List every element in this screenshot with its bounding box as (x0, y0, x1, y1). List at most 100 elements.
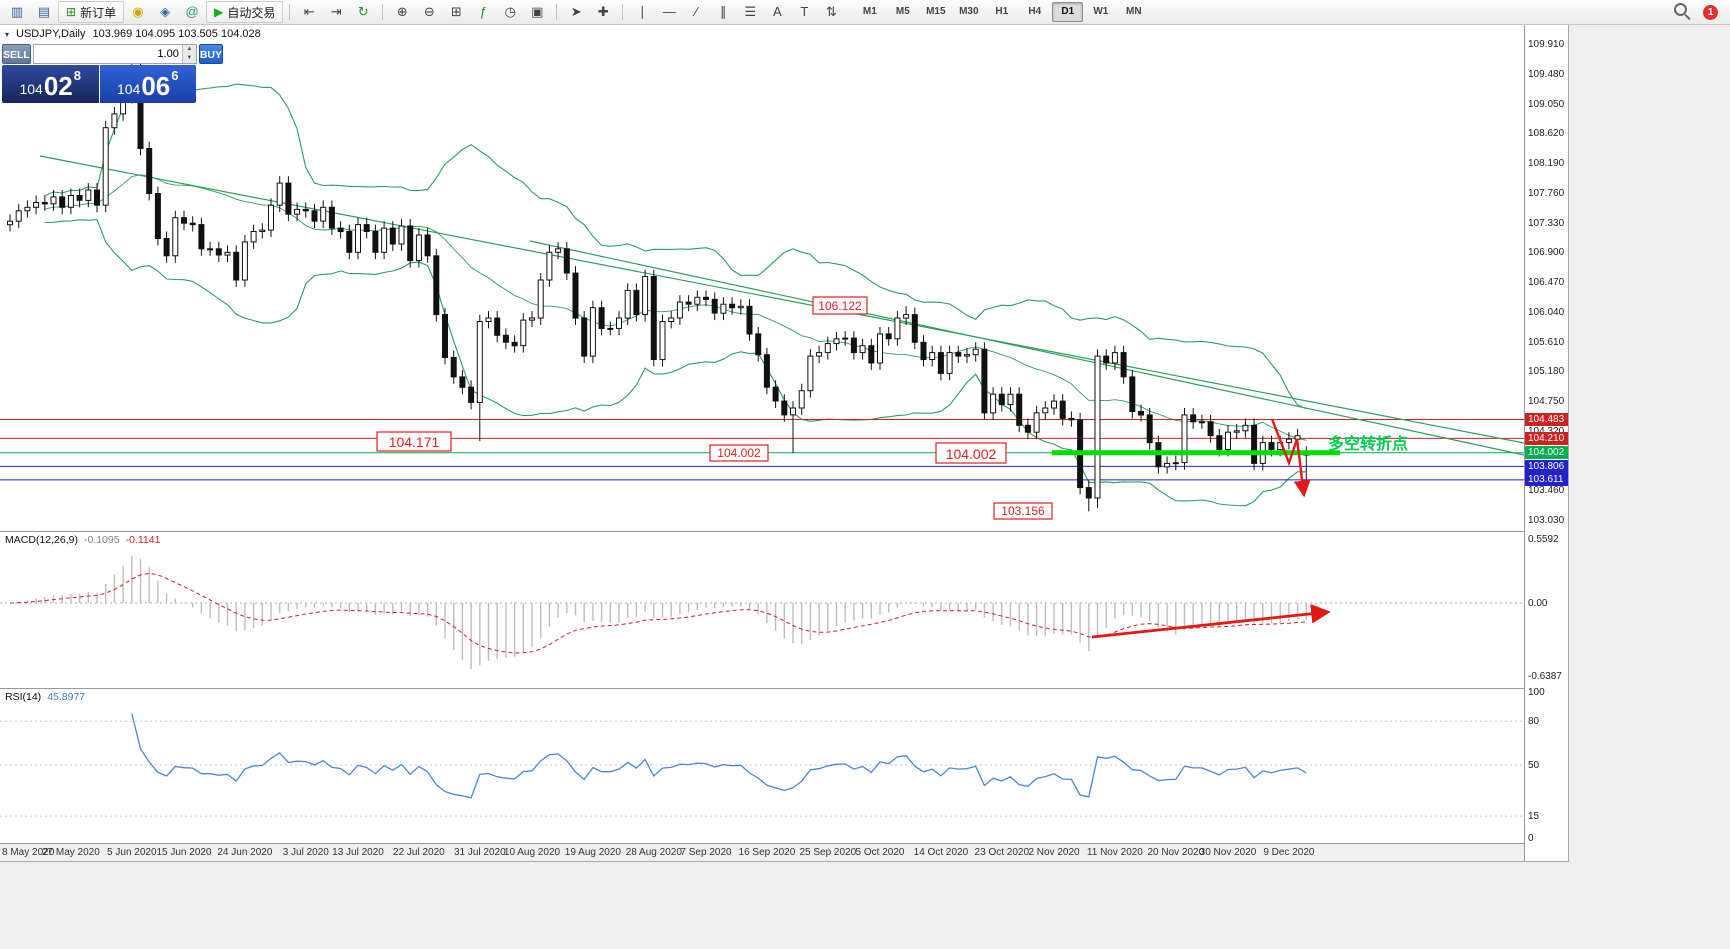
macd-trend-arrow[interactable] (1091, 604, 1331, 639)
profiles-icon[interactable]: ▤ (31, 1, 57, 23)
price-axis-label: 109.480 (1528, 68, 1565, 80)
date-axis-label: 27 May 2020 (41, 847, 100, 858)
svg-text:103.156: 103.156 (1001, 504, 1045, 518)
arrows-icon-glyph: ⇅ (825, 4, 837, 19)
rsi-header: RSI(14) 45.8977 (5, 691, 85, 703)
price-tag: 104.483 (1525, 413, 1568, 427)
zoom-in-icon[interactable]: ⊕ (389, 1, 415, 23)
horizontal-line-icon[interactable]: — (656, 1, 682, 23)
price-axis-label: 103.460 (1528, 485, 1565, 497)
scroll-left-icon[interactable]: ⇤ (296, 1, 322, 23)
price-axis-label: 106.900 (1528, 247, 1565, 259)
chart-title: ▾ USDJPY,Daily 103.969 104.095 103.505 1… (5, 28, 261, 40)
timeframe-mn[interactable]: MN (1126, 6, 1142, 17)
price-axis-label: 106.040 (1528, 306, 1565, 318)
price-tag: 104.210 (1525, 431, 1568, 445)
zoom-out-icon[interactable]: ⊖ (416, 1, 442, 23)
sell-price-display[interactable]: 104 02 8 (2, 65, 99, 103)
auto-trading-button[interactable]: ▶ 自动交易 (206, 1, 284, 23)
price-callouts[interactable]: 106.122 104.171 104.002 104.002 103.156 (376, 296, 1053, 520)
volume-down-button[interactable]: ▼ (182, 54, 196, 63)
macd-panel[interactable] (0, 532, 1524, 688)
auto-scroll-icon[interactable]: ↻ (350, 1, 376, 23)
rsi-panel[interactable] (0, 689, 1524, 843)
tile-windows-icon-glyph: ⊞ (450, 4, 462, 19)
rsi-line (131, 713, 1307, 799)
price-tag: 104.002 (1525, 446, 1568, 460)
volume-input[interactable] (33, 45, 182, 63)
data-window-icon[interactable]: ◈ (152, 1, 178, 23)
price-axis-label: 107.760 (1528, 187, 1565, 199)
timeframe-m1[interactable]: M1 (862, 6, 877, 17)
date-axis-label: 3 Jul 2020 (282, 847, 329, 858)
indicators-icon[interactable]: ƒ (470, 1, 496, 23)
candlestick-chart[interactable]: 106.122 104.171 104.002 104.002 103.156 多空转折点 (0, 25, 1524, 531)
sell-button[interactable]: SELL (2, 44, 31, 64)
market-watch-icon-glyph: ◉ (132, 4, 144, 19)
tile-windows-icon[interactable]: ⊞ (443, 1, 469, 23)
date-axis-label: 11 Nov 2020 (1086, 847, 1143, 858)
price-tag: 103.806 (1525, 459, 1568, 473)
crosshair-icon[interactable]: ✚ (590, 1, 616, 23)
price-axis-label: 109.910 (1528, 39, 1565, 50)
new-order-button[interactable]: ⊞ 新订单 (58, 1, 125, 23)
market-watch-icon[interactable]: ◉ (125, 1, 151, 23)
new-chart-icon-glyph: ▥ (10, 4, 24, 19)
date-axis-label: 28 Aug 2020 (625, 847, 682, 858)
timeframe-w1[interactable]: W1 (1093, 6, 1109, 17)
timeframe-m15[interactable]: M15 (926, 6, 946, 17)
search-icon[interactable] (1667, 1, 1693, 23)
toolbar-separator (382, 4, 384, 20)
templates-icon[interactable]: ▣ (524, 1, 550, 23)
panel-splitter-macd[interactable] (0, 531, 1568, 532)
channel-icon[interactable]: ∥ (710, 1, 736, 23)
volume-up-button[interactable]: ▲ (182, 45, 196, 54)
date-axis-label: 16 Sep 2020 (738, 847, 796, 858)
timeframe-d1[interactable]: D1 (1052, 2, 1084, 22)
panel-splitter-rsi[interactable] (0, 688, 1568, 689)
turning-point-note[interactable]: 多空转折点 (1328, 434, 1408, 453)
price-axis-label: 106.470 (1528, 277, 1565, 289)
svg-text:104.171: 104.171 (389, 434, 440, 450)
date-axis-label: 14 Oct 2020 (913, 847, 969, 858)
price-axis-label: 108.190 (1528, 158, 1565, 170)
toolbar-separator (556, 4, 558, 20)
trendline-icon[interactable]: ∕ (683, 1, 709, 23)
scroll-right-icon[interactable]: ⇥ (323, 1, 349, 23)
new-order-glyph: ⊞ (66, 5, 77, 19)
periods-icon[interactable]: ◷ (497, 1, 523, 23)
price-axis-label: 105.180 (1528, 366, 1565, 378)
timeframe-h4[interactable]: H4 (1028, 6, 1042, 17)
buy-price-display[interactable]: 104 06 6 (99, 65, 196, 103)
macd-axis-label: 0.00 (1528, 598, 1548, 609)
fibonacci-icon[interactable]: ☰ (737, 1, 763, 23)
date-axis-label: 7 Sep 2020 (680, 847, 732, 858)
vertical-line-icon[interactable]: ∣ (629, 1, 655, 23)
timeframe-m30[interactable]: M30 (959, 6, 979, 17)
timeframe-m5[interactable]: M5 (895, 6, 910, 17)
navigator-icon[interactable]: @ (179, 1, 205, 23)
periods-icon-glyph: ◷ (504, 4, 516, 19)
cursor-icon-glyph: ➤ (570, 4, 582, 19)
price-forecast-arrow[interactable] (1270, 418, 1311, 498)
price-axis-label: 104.750 (1528, 396, 1565, 408)
buy-button[interactable]: BUY (198, 44, 224, 64)
date-axis-label: 13 Jul 2020 (332, 847, 384, 858)
one-click-toggle-icon[interactable]: ▾ (5, 29, 10, 39)
notifications-badge[interactable]: 1 (1703, 4, 1718, 20)
label-icon[interactable]: T (791, 1, 817, 23)
arrows-icon[interactable]: ⇅ (818, 1, 844, 23)
date-axis[interactable]: 8 May 2020 27 May 2020 5 Jun 2020 15 Jun 20… (0, 844, 1524, 861)
price-axis[interactable]: 109.910 109.480 109.050 108.620 108.190 107.7… (1524, 25, 1568, 861)
rsi-axis-label: 100 (1528, 687, 1545, 698)
cursor-icon[interactable]: ➤ (563, 1, 589, 23)
data-window-icon-glyph: ◈ (160, 4, 171, 19)
chart-ohlc-values: 103.969 104.095 103.505 104.028 (92, 28, 261, 40)
text-icon[interactable]: A (764, 1, 790, 23)
timeframe-h1[interactable]: H1 (995, 6, 1009, 17)
buy-price-base: 104 (116, 81, 141, 97)
text-icon-glyph: A (772, 4, 782, 19)
zoom-out-icon-glyph: ⊖ (423, 4, 435, 19)
new-chart-icon[interactable]: ▥ (4, 1, 30, 23)
auto-trading-glyph: ▶ (214, 5, 224, 19)
